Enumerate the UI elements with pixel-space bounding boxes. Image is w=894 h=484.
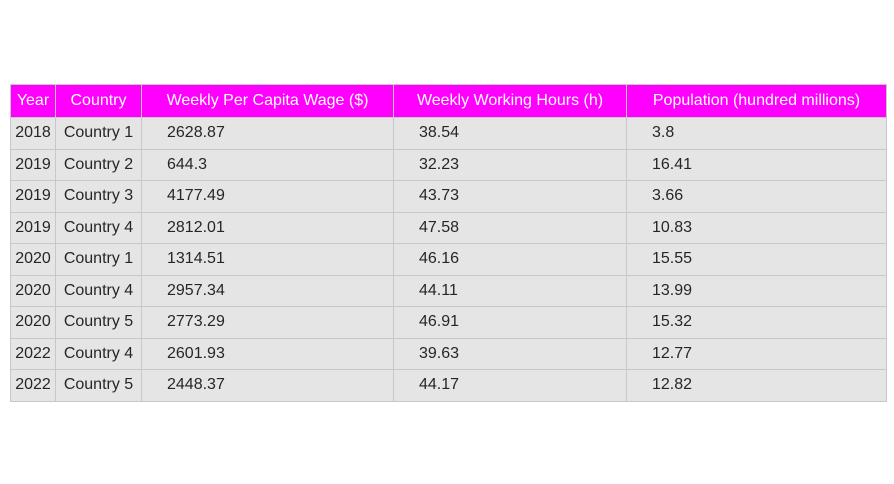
table-cell-year: 2020 [10, 306, 56, 339]
table-cell-weekly-wage: 2773.29 [141, 306, 394, 339]
table-cell-population: 3.8 [626, 117, 887, 150]
table-cell-weekly-wage: 2628.87 [141, 117, 394, 150]
table-cell-weekly-hours: 32.23 [393, 148, 627, 181]
table-row: 2018 Country 1 2628.87 38.54 3.8 [10, 117, 887, 150]
table-cell-year: 2019 [10, 180, 56, 213]
table-cell-country: Country 5 [55, 306, 142, 339]
table-cell-weekly-wage: 2812.01 [141, 211, 394, 244]
table-cell-weekly-wage: 4177.49 [141, 180, 394, 213]
table-cell-year: 2022 [10, 337, 56, 370]
table-cell-country: Country 2 [55, 148, 142, 181]
table-cell-weekly-hours: 46.16 [393, 243, 627, 276]
table-row: 2020 Country 5 2773.29 46.91 15.32 [10, 306, 887, 339]
table-cell-weekly-hours: 39.63 [393, 337, 627, 370]
column-header-population: Population (hundred millions) [626, 84, 887, 118]
table-cell-weekly-hours: 46.91 [393, 306, 627, 339]
table-cell-weekly-wage: 2601.93 [141, 337, 394, 370]
column-header-year: Year [10, 84, 56, 118]
table-cell-population: 16.41 [626, 148, 887, 181]
table-cell-country: Country 1 [55, 243, 142, 276]
table-row: 2019 Country 3 4177.49 43.73 3.66 [10, 180, 887, 213]
table-cell-weekly-wage: 2957.34 [141, 274, 394, 307]
table-cell-weekly-hours: 44.17 [393, 369, 627, 402]
table-cell-country: Country 4 [55, 274, 142, 307]
table-row: 2022 Country 4 2601.93 39.63 12.77 [10, 337, 887, 370]
table-cell-year: 2019 [10, 211, 56, 244]
table-row: 2022 Country 5 2448.37 44.17 12.82 [10, 369, 887, 402]
table-cell-country: Country 3 [55, 180, 142, 213]
table-body: 2018 Country 1 2628.87 38.54 3.8 2019 Country … [10, 117, 887, 402]
table-row: 2020 Country 1 1314.51 46.16 15.55 [10, 243, 887, 276]
table-cell-weekly-wage: 644.3 [141, 148, 394, 181]
table-row: 2020 Country 4 2957.34 44.11 13.99 [10, 274, 887, 307]
table-cell-country: Country 4 [55, 211, 142, 244]
table-cell-weekly-hours: 38.54 [393, 117, 627, 150]
table-cell-weekly-hours: 43.73 [393, 180, 627, 213]
table-cell-country: Country 5 [55, 369, 142, 402]
table-cell-year: 2022 [10, 369, 56, 402]
column-header-weekly-hours: Weekly Working Hours (h) [393, 84, 627, 118]
table-cell-population: 15.55 [626, 243, 887, 276]
column-header-country: Country [55, 84, 142, 118]
table-cell-population: 12.77 [626, 337, 887, 370]
column-header-weekly-wage: Weekly Per Capita Wage ($) [141, 84, 394, 118]
data-table: Year Country Weekly Per Capita Wage ($) Wee… [10, 84, 887, 402]
table-cell-population: 15.32 [626, 306, 887, 339]
table-cell-population: 12.82 [626, 369, 887, 402]
table-cell-country: Country 4 [55, 337, 142, 370]
table-cell-population: 3.66 [626, 180, 887, 213]
table-cell-weekly-wage: 1314.51 [141, 243, 394, 276]
table-header-row: Year Country Weekly Per Capita Wage ($) Wee… [10, 84, 887, 118]
table-cell-year: 2019 [10, 148, 56, 181]
table-cell-population: 13.99 [626, 274, 887, 307]
table-cell-year: 2018 [10, 117, 56, 150]
table-cell-weekly-hours: 44.11 [393, 274, 627, 307]
table-row: 2019 Country 4 2812.01 47.58 10.83 [10, 211, 887, 244]
table-cell-weekly-hours: 47.58 [393, 211, 627, 244]
table-cell-year: 2020 [10, 274, 56, 307]
table-cell-country: Country 1 [55, 117, 142, 150]
table-cell-weekly-wage: 2448.37 [141, 369, 394, 402]
table-row: 2019 Country 2 644.3 32.23 16.41 [10, 148, 887, 181]
table-cell-population: 10.83 [626, 211, 887, 244]
table-cell-year: 2020 [10, 243, 56, 276]
